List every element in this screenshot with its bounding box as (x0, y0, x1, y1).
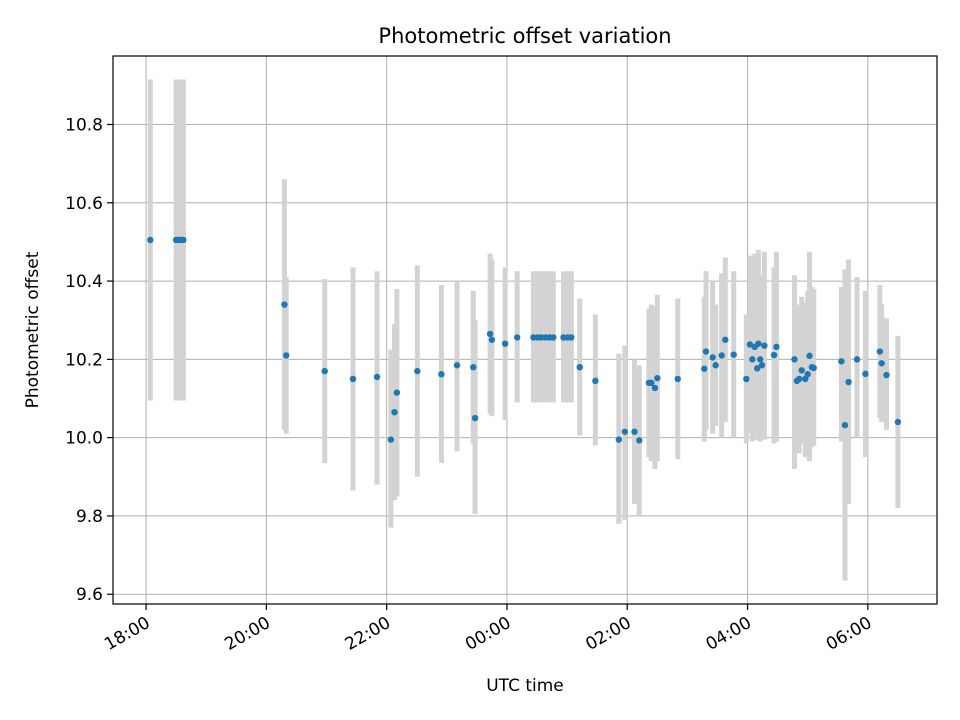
data-point (414, 367, 421, 375)
data-point (791, 356, 798, 363)
plot-frame (112, 55, 938, 605)
y-tick-label: 10.0 (65, 429, 103, 449)
data-points (147, 236, 902, 444)
data-point (770, 351, 778, 359)
data-point (804, 371, 811, 378)
data-point (654, 374, 661, 382)
data-point (806, 352, 813, 360)
data-point (453, 362, 461, 369)
data-point (592, 377, 599, 385)
data-point (147, 236, 154, 244)
data-point (391, 409, 398, 416)
data-point (648, 379, 655, 387)
data-point (712, 362, 719, 369)
error-bars (147, 79, 901, 581)
data-point (841, 421, 849, 429)
data-point (743, 375, 750, 383)
data-point (853, 356, 861, 363)
data-point (756, 356, 764, 363)
data-point (513, 334, 521, 341)
data-point (876, 348, 884, 355)
data-point (471, 414, 479, 422)
data-point (550, 334, 557, 341)
data-point (486, 330, 494, 338)
y-tick-label: 10.2 (65, 350, 103, 370)
y-axis-ticks: 9.6 9.8 10.0 10.2 10.4 10.6 10.8 (65, 116, 113, 605)
data-point (281, 301, 288, 308)
data-point (746, 341, 754, 348)
data-point (702, 348, 710, 355)
data-point (621, 428, 629, 435)
data-point (631, 428, 638, 435)
data-point (373, 373, 381, 381)
data-point (730, 351, 737, 358)
data-point (838, 358, 845, 365)
data-point (615, 436, 623, 443)
data-point (796, 375, 803, 383)
data-point (894, 418, 902, 426)
data-point (798, 367, 805, 374)
data-point (576, 363, 583, 371)
data-point (180, 236, 187, 244)
data-point (758, 362, 766, 369)
data-point (387, 436, 395, 443)
data-point (862, 370, 869, 378)
data-point (283, 352, 290, 359)
x-tick-label: 04:00 (703, 613, 755, 655)
data-point (488, 336, 496, 343)
data-point (709, 354, 716, 361)
data-point (470, 363, 477, 371)
data-point (761, 342, 768, 349)
data-point (878, 360, 885, 367)
data-point (845, 378, 852, 386)
y-tick-label: 9.6 (76, 585, 103, 605)
data-point (722, 336, 729, 343)
y-tick-label: 9.8 (76, 507, 103, 527)
data-point (701, 365, 708, 372)
y-tick-label: 10.8 (65, 116, 103, 136)
data-point (636, 437, 643, 444)
y-tick-label: 10.6 (65, 194, 103, 214)
data-point (651, 384, 659, 392)
x-tick-label: 02:00 (582, 613, 634, 655)
data-point (883, 371, 890, 379)
data-point (501, 340, 509, 347)
data-point (568, 334, 575, 341)
chart-title: Photometric offset variation (378, 24, 671, 48)
data-point (438, 371, 445, 378)
data-point (753, 365, 761, 372)
x-axis-ticks: 18:00 20:00 22:00 00:00 02:00 04:00 06:00 (101, 604, 875, 655)
y-tick-label: 10.4 (65, 272, 103, 292)
data-point (393, 389, 401, 396)
data-point (773, 343, 780, 351)
data-point (749, 356, 756, 363)
y-axis-label: Photometric offset (23, 251, 43, 408)
x-tick-label: 20:00 (221, 613, 273, 655)
data-point (321, 367, 328, 375)
data-point (802, 375, 809, 383)
x-axis-label: UTC time (486, 676, 564, 696)
data-point (349, 375, 357, 383)
data-point (755, 340, 762, 347)
data-point (810, 364, 817, 372)
data-point (718, 352, 725, 359)
x-tick-label: 00:00 (462, 613, 514, 655)
data-point (674, 375, 681, 383)
x-tick-label: 06:00 (823, 613, 875, 655)
x-tick-label: 22:00 (342, 613, 394, 655)
x-tick-label: 18:00 (101, 613, 153, 655)
